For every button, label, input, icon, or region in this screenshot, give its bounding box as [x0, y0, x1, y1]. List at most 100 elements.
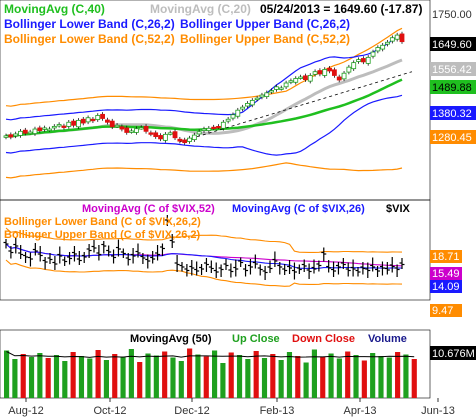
price-candle-body	[66, 121, 72, 127]
volume-bar	[103, 360, 109, 398]
bb26-upper-line	[5, 33, 403, 121]
volume-bar	[361, 360, 367, 398]
price-candle-body	[177, 138, 183, 142]
volume-bar	[195, 354, 201, 398]
price-candle-body	[201, 128, 207, 131]
vix-badge-ma26-text: 14.09	[432, 281, 460, 293]
price-candle-body	[182, 139, 188, 144]
volume-bar	[320, 357, 326, 398]
volume-ma-path	[6, 351, 415, 358]
volume-bar	[353, 355, 359, 398]
badge-bb52-lower: 1280.45	[430, 130, 476, 144]
price-candle-body	[346, 66, 352, 73]
price-candle-body	[278, 87, 284, 90]
price-candle-body	[56, 124, 62, 127]
volume-bar	[245, 359, 251, 398]
price-candle-body	[61, 125, 67, 128]
price-candle-body	[230, 114, 236, 119]
price-lines	[5, 27, 413, 179]
price-candle-body	[317, 70, 323, 75]
volume-bar	[70, 352, 76, 398]
volume-bar	[120, 356, 126, 398]
bb26-lower-label: Bollinger Lower Band (C,26,2)	[4, 17, 175, 31]
badge-bb52-lower-text: 1280.45	[432, 132, 472, 144]
price-candle-body	[22, 129, 28, 134]
price-candle-body	[124, 127, 130, 133]
volume-down-label: Down Close	[292, 333, 355, 345]
price-candle-body	[240, 106, 246, 110]
x-tick-label: Apr-13	[343, 405, 376, 417]
badge-bb26-lower: 1380.32	[430, 106, 476, 120]
price-candle-body	[47, 128, 52, 131]
vix-ma52-label: MovingAvg (C of $VIX,52)	[82, 203, 215, 215]
price-candle-body	[312, 71, 318, 75]
price-candle-body	[71, 120, 77, 126]
badge-close: 1649.60	[430, 37, 476, 51]
volume-bar	[220, 363, 226, 398]
price-candle-body	[375, 47, 381, 52]
volume-bar	[187, 348, 193, 398]
price-candle-body	[143, 126, 149, 132]
volume-bar	[170, 357, 176, 398]
price-candle-body	[187, 137, 192, 142]
price-candle-body	[259, 94, 265, 98]
price-candle-body	[37, 127, 43, 131]
price-candle-body	[211, 126, 217, 130]
date-close-label: 05/24/2013 = 1649.60 (-17.87)	[260, 2, 422, 16]
vix-bb-upper-line	[5, 227, 403, 253]
volume-bar	[378, 356, 384, 398]
price-candle-body	[114, 124, 120, 128]
price-candles	[3, 31, 405, 145]
price-candle-body	[249, 99, 255, 106]
price-candle-body	[331, 69, 337, 76]
price-candle-body	[13, 133, 19, 137]
bb52-lower-label: Bollinger Lower Band (C,52,2)	[4, 32, 175, 46]
badge-bb26-lower-text: 1380.32	[432, 108, 472, 120]
price-candle-body	[389, 37, 395, 42]
price-candle-body	[298, 76, 303, 79]
price-candle-body	[27, 131, 33, 134]
price-candle-body	[303, 75, 308, 81]
volume-bar	[311, 349, 317, 398]
volume-bar	[370, 353, 376, 398]
volume-bar	[45, 358, 51, 398]
volume-label: Volume	[368, 333, 407, 345]
price-candle-body	[356, 59, 361, 62]
price-candle-body	[360, 58, 366, 63]
price-candle-body	[269, 90, 275, 93]
volume-badge: 10.676M	[430, 346, 476, 360]
vix-symbol-label: $VIX	[386, 203, 411, 215]
bb26-lower-line	[5, 94, 403, 156]
price-candle-body	[129, 130, 134, 133]
volume-bar	[336, 358, 342, 398]
price-candle-body	[196, 131, 202, 135]
volume-bar	[270, 354, 276, 398]
vix-panel-frame	[0, 199, 431, 301]
volume-bar	[87, 358, 93, 398]
bb26-upper-label: Bollinger Upper Band (C,26,2)	[180, 17, 350, 31]
price-candle-body	[100, 113, 105, 119]
price-candle-body	[109, 120, 115, 128]
volume-bar	[137, 362, 143, 398]
price-candle-body	[220, 121, 226, 129]
price-candle-body	[32, 128, 38, 134]
volume-bar	[153, 355, 159, 398]
volume-bar	[253, 351, 259, 398]
price-candle-body	[216, 126, 221, 129]
x-tick-label: Aug-12	[8, 405, 43, 417]
price-candle-body	[80, 118, 86, 124]
price-candle-body	[245, 102, 250, 107]
volume-bar	[178, 361, 184, 398]
volume-up-label: Up Close	[232, 333, 280, 345]
badge-ma40: 1489.88	[430, 80, 476, 94]
vix-badge-bb-upper-text: 18.71	[432, 251, 460, 263]
price-candle-body	[283, 82, 289, 88]
price-candle-body	[119, 126, 125, 130]
price-candle-body	[172, 131, 178, 139]
price-candle-body	[85, 117, 91, 123]
badge-ma20: 1556.42	[430, 62, 476, 76]
vix-ma26-line	[5, 243, 403, 269]
vix-ma26-label: MovingAvg (C of $VIX,26)	[232, 203, 365, 215]
vix-badge-ma52: 15.49	[430, 267, 462, 280]
bb52-lower-line	[5, 162, 403, 179]
